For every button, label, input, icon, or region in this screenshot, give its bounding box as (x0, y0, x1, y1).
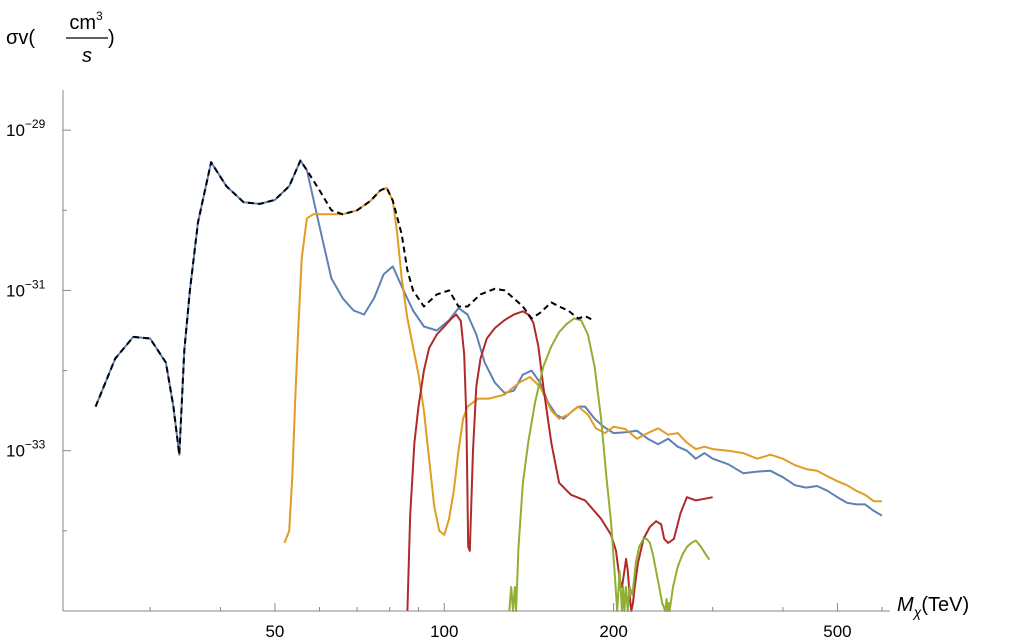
x-axis-label: Mχ(TeV) (897, 594, 969, 620)
series-line-3 (406, 310, 713, 612)
x-tick-label: 100 (430, 622, 458, 641)
y-tick-label: 10−33 (6, 438, 46, 461)
series-line-5 (94, 159, 596, 456)
y-label-close: ) (108, 27, 115, 49)
series-line-1 (94, 159, 883, 517)
x-tick-label: 200 (599, 622, 627, 641)
y-label-sigma-text: σv( (6, 27, 35, 49)
y-label-numerator: cm3 (69, 9, 103, 34)
y-tick-label: 10−31 (6, 277, 46, 300)
series-line-4 (508, 317, 711, 612)
y-axis-label: σv( cm3 s ) (6, 9, 115, 67)
series-layer (94, 159, 883, 612)
x-ticks: 50 100 200 500 (149, 603, 883, 641)
y-label-sigma: σv( (6, 27, 35, 49)
x-tick-label: 500 (823, 622, 851, 641)
y-tick-label: 10−29 (6, 117, 46, 140)
y-label-denominator: s (82, 45, 92, 67)
series-line-2 (283, 186, 882, 544)
y-ticks: 10−33 10−31 10−29 (6, 117, 71, 612)
x-tick-label: 50 (265, 622, 284, 641)
